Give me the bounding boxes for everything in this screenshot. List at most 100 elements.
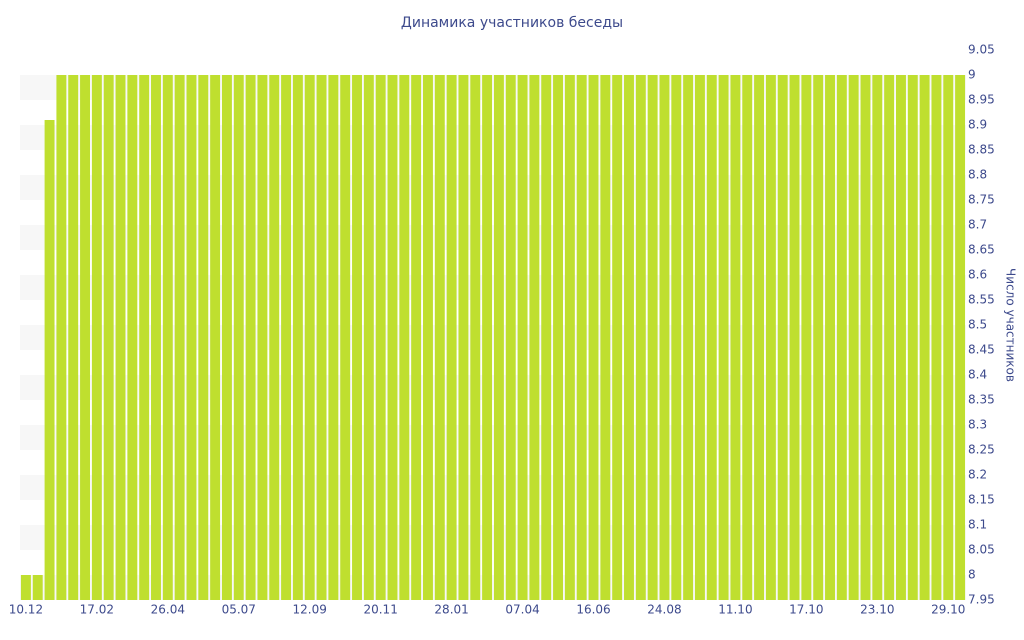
bar — [895, 75, 906, 600]
grid-band — [20, 175, 966, 200]
x-tick-label: 07.04 — [505, 603, 539, 617]
y-tick-label: 7.95 — [968, 593, 995, 607]
y-tick-label: 8.9 — [968, 118, 987, 132]
grid-band — [20, 75, 966, 100]
grid-band — [20, 125, 966, 150]
bar — [458, 75, 469, 600]
bar — [139, 75, 150, 600]
grid-band — [20, 575, 966, 600]
bar — [115, 75, 126, 600]
bar — [742, 75, 753, 600]
x-tick-label: 29.10 — [931, 603, 965, 617]
x-tick-label: 24.08 — [647, 603, 681, 617]
bar — [754, 75, 765, 600]
y-tick-label: 8 — [968, 568, 976, 582]
bar — [718, 75, 729, 600]
grid-band — [20, 225, 966, 250]
bar — [174, 75, 185, 600]
x-tick-label: 16.06 — [576, 603, 610, 617]
y-tick-label: 8.3 — [968, 418, 987, 432]
y-tick-label: 8.45 — [968, 343, 995, 357]
bar — [151, 75, 161, 600]
bar — [20, 575, 31, 600]
grid-band — [20, 475, 966, 500]
bar — [127, 75, 138, 600]
bar — [411, 75, 422, 600]
bar — [446, 75, 457, 600]
bar — [340, 75, 351, 600]
y-tick-label: 8.95 — [968, 93, 995, 107]
bar — [328, 75, 339, 600]
bar — [68, 75, 79, 600]
grid-band — [20, 425, 966, 450]
y-tick-label: 8.1 — [968, 518, 987, 532]
grid-band — [20, 325, 966, 350]
bar — [825, 75, 835, 600]
bar — [493, 75, 504, 600]
x-tick-label: 26.04 — [151, 603, 185, 617]
bar — [683, 75, 694, 600]
bar — [245, 75, 256, 600]
bar — [91, 75, 102, 600]
x-tick-label: 23.10 — [860, 603, 894, 617]
bar — [541, 75, 552, 600]
grid-band — [20, 275, 966, 300]
y-tick-label: 8.8 — [968, 168, 987, 182]
bar — [529, 75, 540, 600]
x-tick-label: 10.12 — [9, 603, 43, 617]
bar — [375, 75, 386, 600]
bar — [564, 75, 575, 600]
y-tick-label: 9 — [968, 68, 976, 82]
bar — [789, 75, 800, 600]
bar — [482, 75, 493, 600]
bar — [210, 75, 221, 600]
y-tick-label: 8.6 — [968, 268, 987, 282]
bar — [221, 75, 232, 600]
bar — [198, 75, 209, 600]
bar — [505, 75, 516, 600]
bar — [907, 75, 918, 600]
bar — [257, 75, 268, 600]
x-tick-label: 11.10 — [718, 603, 752, 617]
bar — [671, 75, 682, 600]
bar — [434, 75, 445, 600]
x-tick-label: 17.02 — [80, 603, 114, 617]
bar — [352, 75, 362, 600]
y-tick-label: 8.05 — [968, 543, 995, 557]
bar — [730, 75, 741, 600]
bar — [281, 75, 292, 600]
y-tick-label: 8.55 — [968, 293, 995, 307]
grid-band — [20, 525, 966, 550]
bar — [80, 75, 91, 600]
bar — [269, 75, 280, 600]
bar — [576, 75, 587, 600]
y-tick-label: 8.2 — [968, 468, 987, 482]
x-tick-label: 12.09 — [293, 603, 327, 617]
bar — [162, 75, 173, 600]
y-tick-label: 8.5 — [968, 318, 987, 332]
bar — [931, 75, 942, 600]
bar — [387, 75, 398, 600]
y-tick-label: 8.4 — [968, 368, 987, 382]
bar — [316, 75, 327, 600]
x-tick-label: 20.11 — [363, 603, 397, 617]
grid-band — [20, 375, 966, 400]
bar — [801, 75, 812, 600]
bar — [659, 75, 670, 600]
bar — [517, 75, 528, 600]
y-tick-label: 8.25 — [968, 443, 995, 457]
bar — [860, 75, 871, 600]
bar — [553, 75, 564, 600]
bar — [186, 75, 197, 600]
bar — [44, 120, 55, 600]
y-tick-label: 8.15 — [968, 493, 995, 507]
bar — [588, 75, 599, 600]
bar — [777, 75, 788, 600]
bar — [813, 75, 824, 600]
bar — [848, 75, 859, 600]
bar — [422, 75, 433, 600]
y-tick-label: 8.75 — [968, 193, 995, 207]
bar — [635, 75, 646, 600]
bar — [872, 75, 883, 600]
